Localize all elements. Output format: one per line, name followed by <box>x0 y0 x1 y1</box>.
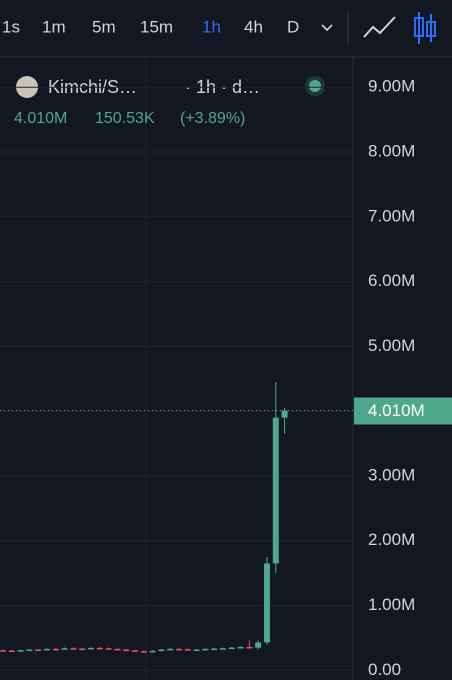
interval-button[interactable]: D <box>287 17 299 36</box>
interval-button[interactable]: 5m <box>92 17 116 36</box>
candle-body <box>167 648 174 651</box>
interval-button[interactable]: 15m <box>140 17 173 36</box>
y-tick-label: 3.00M <box>368 465 415 484</box>
interval-button[interactable]: 1m <box>42 17 66 36</box>
y-tick-label: 2.00M <box>368 530 415 549</box>
candle-body <box>176 648 182 651</box>
last-price-label: 4.010M <box>368 401 425 420</box>
candle-body <box>246 646 253 649</box>
line-chart-icon[interactable] <box>363 16 396 38</box>
status-dot <box>309 80 321 92</box>
legend-change: 150.53K <box>95 110 155 127</box>
candle-body <box>202 648 209 651</box>
interval-button[interactable]: 1h <box>202 17 221 36</box>
candle-body <box>8 650 15 653</box>
legend-change-pct: (+3.89%) <box>180 110 245 127</box>
candle-body <box>35 649 42 652</box>
candle-body <box>158 649 165 652</box>
y-tick-label: 7.00M <box>368 206 415 225</box>
candle-body <box>255 642 262 648</box>
candle-body <box>61 648 68 650</box>
candle-body <box>105 648 112 650</box>
candle-body <box>79 648 86 651</box>
candle-body <box>17 650 24 652</box>
y-tick-label: 0.00 <box>368 660 401 679</box>
interval-button[interactable]: 4h <box>244 17 263 36</box>
candle-body <box>70 648 77 650</box>
legend-price: 4.010M <box>14 110 67 127</box>
candle-body <box>211 648 218 651</box>
candle-body <box>281 410 288 418</box>
candle-body <box>193 649 200 652</box>
candle-body <box>0 650 6 652</box>
candle-body <box>44 648 50 651</box>
candle-body <box>184 649 191 651</box>
interval-toolbar: 1s 1m 5m 15m 1h 4h D <box>2 17 299 36</box>
last-price-box <box>354 397 452 425</box>
y-tick-label: 5.00M <box>368 336 415 355</box>
candle-body <box>88 647 94 650</box>
candle-body <box>237 646 244 649</box>
y-tick-label: 8.00M <box>368 141 415 160</box>
y-tick-label: 9.00M <box>368 77 415 96</box>
candle-body <box>132 650 138 652</box>
candle-body <box>272 417 279 564</box>
y-tick-label: 1.00M <box>368 595 415 614</box>
interval-button[interactable]: 1s <box>2 17 20 36</box>
dropdown-chevron[interactable] <box>321 24 333 32</box>
candle-body <box>220 648 226 650</box>
y-tick-label: 6.00M <box>368 271 415 290</box>
candle-body <box>52 648 59 651</box>
candle-body <box>26 649 33 652</box>
candle-body <box>149 650 156 653</box>
candle-body <box>264 563 270 643</box>
candle-body <box>140 651 147 653</box>
candle-chart-icon[interactable] <box>414 12 436 44</box>
candle-body <box>96 647 103 650</box>
candle-body <box>123 649 130 652</box>
candle-body <box>228 647 235 650</box>
candle-body <box>114 648 121 651</box>
